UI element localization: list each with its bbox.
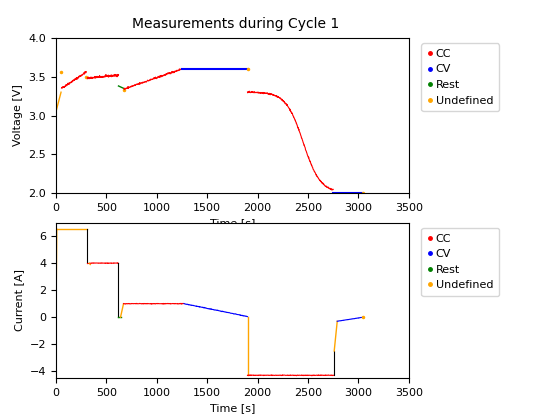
X-axis label: Time [s]: Time [s] — [209, 218, 255, 228]
X-axis label: Time [s]: Time [s] — [209, 403, 255, 413]
Y-axis label: Voltage [V]: Voltage [V] — [13, 84, 23, 147]
Y-axis label: Current [A]: Current [A] — [14, 269, 24, 331]
Legend: CC, CV, Rest, Undefined: CC, CV, Rest, Undefined — [422, 228, 499, 296]
Text: Measurements during Cycle 1: Measurements during Cycle 1 — [132, 17, 339, 31]
Legend: CC, CV, Rest, Undefined: CC, CV, Rest, Undefined — [422, 43, 499, 111]
